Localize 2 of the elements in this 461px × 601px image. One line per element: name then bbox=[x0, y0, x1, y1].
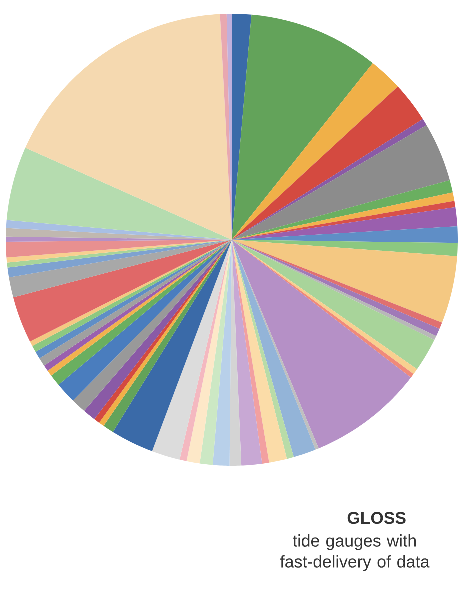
text: GLOSS bbox=[348, 512, 406, 524]
text: tide gauges with fast-delivery of data bbox=[280, 534, 430, 572]
